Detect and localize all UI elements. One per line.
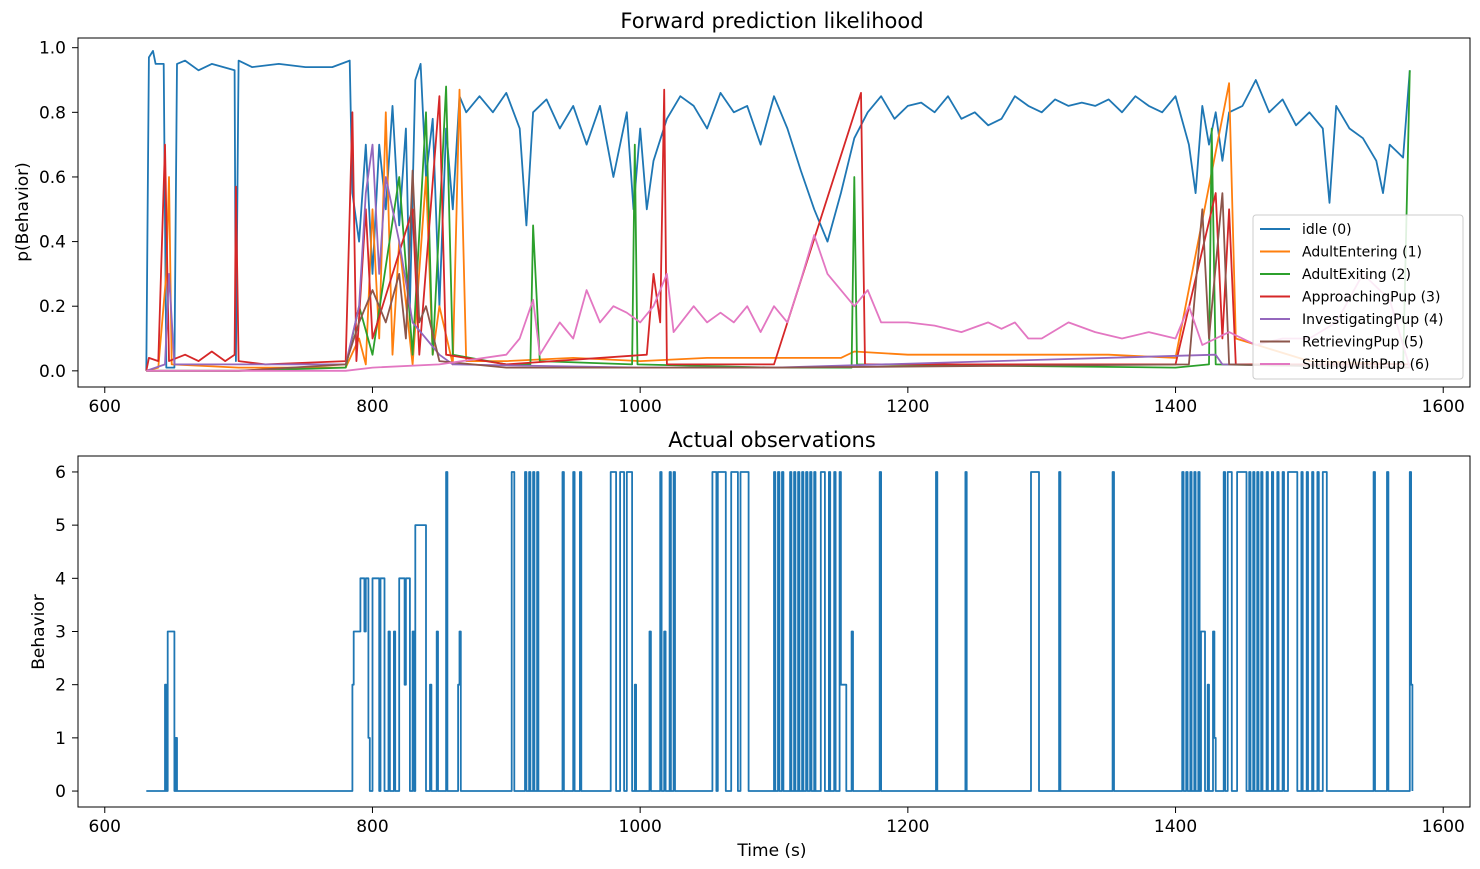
y-tick-label: 1.0 xyxy=(39,39,66,59)
x-tick-label: 1600 xyxy=(1422,397,1465,417)
y-tick-label: 6 xyxy=(55,463,66,483)
x-axis-label: Time (s) xyxy=(736,841,806,861)
y-tick-label: 0 xyxy=(55,782,66,802)
series-line-sittingwithpup-6 xyxy=(146,234,1411,372)
y-tick-label: 0.2 xyxy=(39,297,66,317)
y-axis-ticks: 0.0 0.2 0.4 0.6 0.8 1.0 xyxy=(39,39,78,382)
legend-items: idle (0) AdultEntering (1) AdultExiting (2… xyxy=(1260,222,1443,373)
y-tick-label: 1 xyxy=(55,729,66,749)
legend: idle (0) AdultEntering (1) AdultExiting (2… xyxy=(1252,214,1464,380)
y-tick-label: 2 xyxy=(55,676,66,696)
y-tick-label: 0.6 xyxy=(39,168,66,188)
series-line-retrievingpup-5 xyxy=(146,169,1410,372)
y-axis-ticks: 0 1 2 3 4 5 6 xyxy=(55,463,78,802)
chart-forward-prediction: Forward prediction likelihood 600 800 1000… xyxy=(13,9,1471,417)
plot-frame xyxy=(77,455,1471,808)
x-tick-label: 1400 xyxy=(1154,817,1197,837)
chart-title: Actual observations xyxy=(668,428,876,452)
y-tick-label: 4 xyxy=(55,569,66,589)
x-axis-ticks: 600 800 1000 1200 1400 1600 xyxy=(89,807,1465,837)
series-line-adultexiting-2 xyxy=(146,70,1411,372)
legend-label: idle (0) xyxy=(1302,222,1352,238)
chart-title: Forward prediction likelihood xyxy=(620,9,923,33)
x-tick-label: 1000 xyxy=(619,397,662,417)
plot-area xyxy=(145,50,1411,372)
x-axis-ticks: 600 800 1000 1200 1400 1600 xyxy=(89,387,1465,417)
x-tick-label: 1400 xyxy=(1154,397,1197,417)
x-tick-label: 1200 xyxy=(886,397,929,417)
y-tick-label: 5 xyxy=(55,516,66,536)
x-tick-label: 600 xyxy=(89,397,121,417)
x-tick-label: 1000 xyxy=(619,817,662,837)
legend-label: ApproachingPup (3) xyxy=(1302,290,1440,306)
legend-label: RetrievingPup (5) xyxy=(1302,335,1424,351)
y-tick-label: 0.8 xyxy=(39,103,66,123)
legend-label: AdultEntering (1) xyxy=(1302,245,1422,261)
y-tick-label: 3 xyxy=(55,623,66,643)
y-tick-label: 0.0 xyxy=(39,362,66,382)
chart-actual-observations: Actual observations 600 800 1000 1200 1400 16… xyxy=(29,428,1471,861)
plot-area xyxy=(146,471,1414,792)
x-tick-label: 1600 xyxy=(1422,817,1465,837)
y-axis-label: Behavior xyxy=(29,594,49,670)
x-tick-label: 800 xyxy=(356,397,388,417)
legend-box xyxy=(1252,214,1464,380)
y-tick-label: 0.4 xyxy=(39,233,66,253)
x-tick-label: 800 xyxy=(356,817,388,837)
series-line-0 xyxy=(146,471,1414,792)
legend-label: AdultExiting (2) xyxy=(1302,267,1411,283)
x-tick-label: 1200 xyxy=(886,817,929,837)
y-axis-label: p(Behavior) xyxy=(13,162,33,262)
plot-frame xyxy=(77,37,1471,388)
x-tick-label: 600 xyxy=(89,817,121,837)
legend-label: SittingWithPup (6) xyxy=(1302,357,1429,373)
legend-label: InvestigatingPup (4) xyxy=(1302,312,1443,328)
